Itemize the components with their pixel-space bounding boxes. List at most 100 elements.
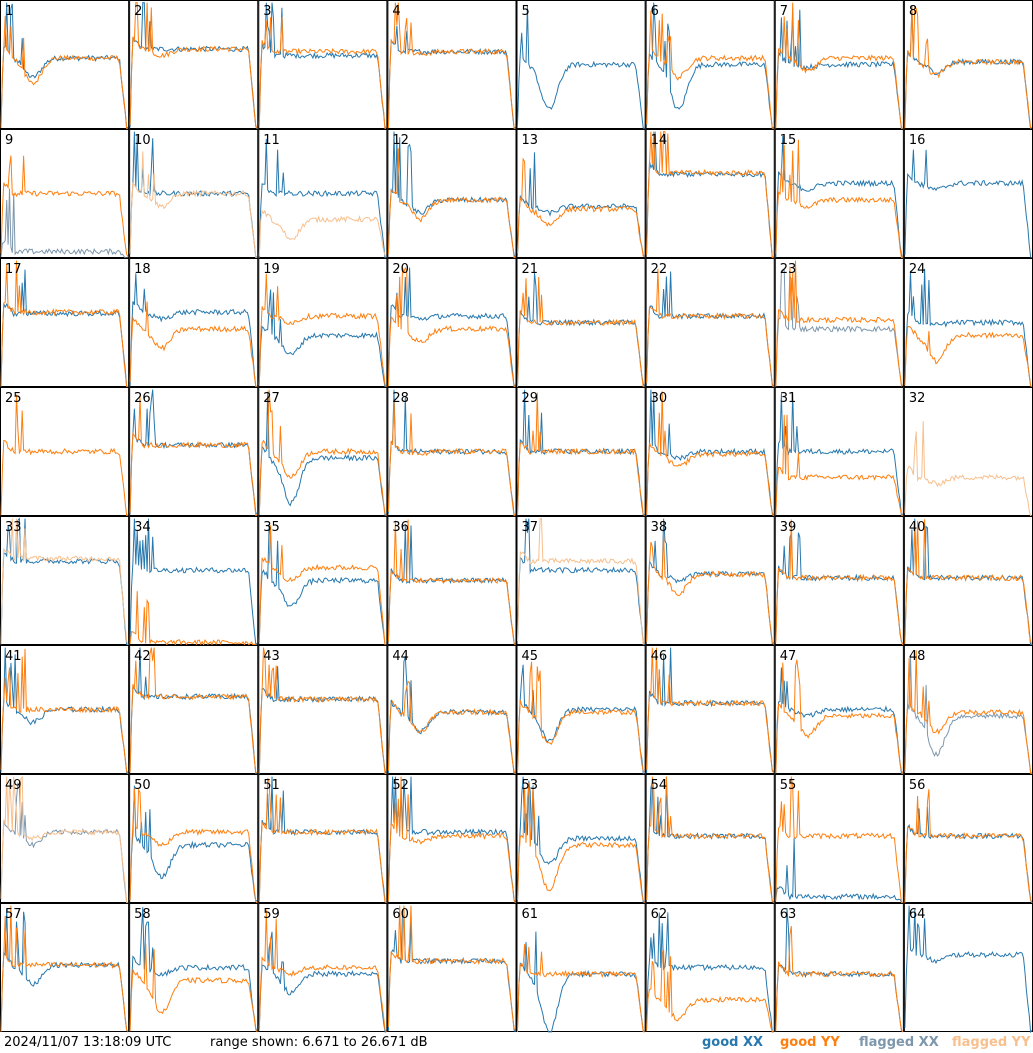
- spectrum-yy-good: [646, 776, 775, 904]
- spectrum-xx-good: [387, 267, 516, 389]
- panel-22: 22: [645, 258, 775, 388]
- spectrum-xx-good: [517, 776, 645, 903]
- timestamp-label: 2024/11/07 13:18:09 UTC: [4, 1035, 172, 1050]
- panel-number: 30: [651, 391, 668, 406]
- panel-18: 18: [129, 258, 259, 388]
- panel-6: 6: [645, 0, 775, 130]
- panel-number: 11: [263, 133, 280, 148]
- panel-number: 14: [651, 133, 668, 148]
- panel-frame: [258, 774, 388, 903]
- panel-number: 5: [522, 4, 530, 19]
- spectrum-yy-good: [129, 591, 258, 647]
- spectrum-yy-good: [129, 2, 258, 129]
- panel-number: 19: [263, 262, 280, 277]
- spectrum-yy-good: [387, 2, 516, 130]
- spectrum-xx-good: [904, 149, 1033, 259]
- spectrum-xx-good: [129, 2, 258, 130]
- spectrum-yy-good: [904, 5, 1033, 129]
- panel-35: 35: [258, 516, 388, 646]
- panel-number: 51: [263, 778, 280, 793]
- panel-55: 55: [774, 774, 904, 904]
- spectrum-xx-good: [0, 269, 129, 388]
- spectrum-yy-good: [904, 789, 1033, 904]
- panel-36: 36: [387, 516, 517, 646]
- spectrum-xx-good: [258, 524, 387, 646]
- panel-48: 48: [903, 645, 1033, 775]
- panel-51: 51: [258, 774, 388, 904]
- panel-number: 34: [134, 520, 151, 535]
- panel-frame: [645, 645, 775, 774]
- spectrum-xx-flagged: [904, 655, 1033, 775]
- panel-frame: [387, 774, 517, 903]
- spectrum-yy-good: [129, 788, 258, 904]
- spectrum-yy-good: [775, 659, 904, 774]
- panel-number: 54: [651, 778, 668, 793]
- panel-2: 2: [129, 0, 259, 130]
- spectrum-yy-good: [904, 325, 1033, 388]
- spectrum-xx-good: [646, 131, 774, 259]
- panel-number: 62: [651, 907, 668, 922]
- spectrum-yy-good: [517, 782, 646, 904]
- panel-64: 64: [903, 903, 1033, 1033]
- panel-number: 10: [134, 133, 151, 148]
- spectrum-yy-good: [775, 519, 904, 646]
- spectrum-xx-good: [258, 931, 387, 1033]
- panel-number: 63: [780, 907, 797, 922]
- panel-frame: [645, 258, 775, 387]
- spectrum-xx-good: [258, 138, 387, 260]
- panel-number: 61: [522, 907, 539, 922]
- panel-number: 4: [392, 4, 400, 19]
- panel-39: 39: [774, 516, 904, 646]
- panel-number: 64: [909, 907, 926, 922]
- spectrum-yy-good: [646, 949, 774, 1033]
- panel-30: 30: [645, 387, 775, 517]
- spectrum-yy-good: [517, 157, 645, 257]
- spectrum-yy-good: [387, 905, 516, 1031]
- panel-number: 44: [392, 649, 409, 664]
- panel-frame: [903, 645, 1033, 774]
- spectrum-yy-good: [258, 525, 387, 646]
- panel-frame: [129, 516, 259, 645]
- spectrum-yy-good: [387, 680, 516, 775]
- panel-12: 12: [387, 129, 517, 260]
- panel-32: 32: [903, 387, 1033, 517]
- spectrum-yy-flagged: [517, 518, 645, 646]
- panel-number: 60: [392, 907, 409, 922]
- panel-28: 28: [387, 387, 517, 518]
- spectrum-yy-good: [129, 301, 258, 388]
- panel-number: 56: [909, 778, 926, 793]
- spectrum-xx-flagged: [0, 188, 129, 259]
- spectrum-yy-good: [517, 944, 645, 1033]
- spectrum-yy-good: [517, 276, 645, 388]
- spectrum-xx-good: [775, 392, 904, 518]
- panel-frame: [258, 0, 388, 129]
- spectrum-xx-good: [904, 268, 1033, 388]
- spectrum-yy-good: [258, 778, 387, 904]
- spectrum-xx-good: [0, 647, 129, 774]
- panel-number: 41: [5, 649, 22, 664]
- spectrum-xx-good: [517, 5, 645, 130]
- panel-4: 4: [387, 0, 517, 130]
- panel-frame: [0, 516, 130, 645]
- panel-number: 38: [651, 520, 668, 535]
- spectrum-xx-good: [517, 152, 646, 258]
- panel-17: 17: [0, 258, 130, 388]
- spectrum-yy-good: [775, 2, 904, 130]
- panel-frame: [0, 258, 130, 387]
- panel-33: 33: [0, 516, 130, 647]
- spectrum-xx-good: [517, 273, 646, 387]
- spectrum-yy-good: [387, 519, 516, 646]
- spectrum-yy-good: [258, 389, 387, 516]
- spectrum-yy-good: [387, 401, 516, 518]
- panel-49: 49: [0, 774, 130, 904]
- spectrum-yy-good: [387, 776, 516, 904]
- panel-number: 27: [263, 391, 280, 406]
- panel-26: 26: [129, 387, 259, 518]
- spectrum-yy-good: [129, 396, 258, 518]
- panel-number: 21: [522, 262, 539, 277]
- panel-frame: [0, 387, 130, 516]
- spectrum-xx-good: [646, 518, 774, 645]
- panel-43: 43: [258, 645, 388, 775]
- panel-number: 57: [5, 907, 22, 922]
- range-label: range shown: 6.671 to 26.671 dB: [210, 1035, 428, 1050]
